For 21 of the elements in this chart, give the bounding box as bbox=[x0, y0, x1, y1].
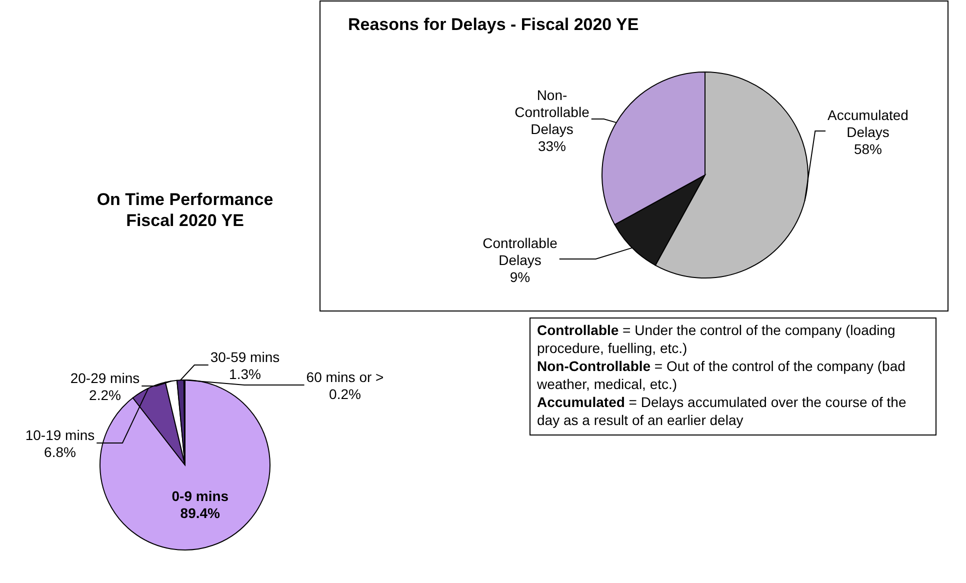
slice-label: 20-29 mins bbox=[70, 370, 140, 386]
data-label: 1.3% bbox=[229, 366, 261, 382]
data-label: 58% bbox=[854, 141, 882, 157]
slice-label: Controllable Delays bbox=[482, 235, 558, 268]
slice-label: 30-59 mins bbox=[210, 349, 280, 365]
slice-label: 0-9 mins bbox=[172, 488, 229, 504]
data-label: 33% bbox=[538, 138, 566, 154]
text: Non-Controllable = Out of the control of the company (bad weather, medical, etc.) bbox=[536, 358, 906, 392]
chart-title: On Time Performance Fiscal 2020 YE bbox=[96, 190, 274, 230]
slice-label: 60 mins or > bbox=[306, 369, 384, 385]
data-label: 2.2% bbox=[89, 387, 121, 403]
data-label: 0.2% bbox=[329, 386, 361, 402]
slice-label: Accumulated Delays bbox=[828, 107, 908, 140]
text: Accumulated = Delays accumulated over the course of the day as a result of an earlier delay bbox=[537, 394, 906, 428]
slice-label: 10-19 mins bbox=[25, 427, 95, 443]
data-label: 6.8% bbox=[44, 444, 76, 460]
chart-title: Reasons for Delays - Fiscal 2020 YE bbox=[348, 15, 639, 34]
slice-label: Non-Controllable Delays bbox=[514, 87, 590, 137]
data-label: 89.4% bbox=[180, 505, 221, 522]
data-label: 9% bbox=[510, 269, 530, 285]
text: Controllable = Under the control of the company (loading procedure, fuelling, etc.) bbox=[537, 322, 896, 356]
